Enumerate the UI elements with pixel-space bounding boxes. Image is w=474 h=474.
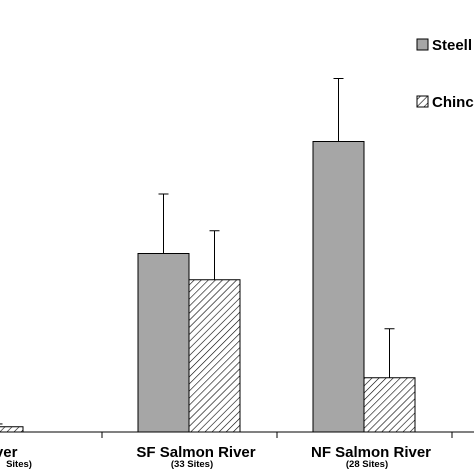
chart-marks <box>0 78 474 438</box>
category-label: d River <box>0 444 18 461</box>
bar-chinc-1 <box>188 279 241 433</box>
legend-swatch-chinc <box>416 95 429 108</box>
category-sublabel: (28 Sites) <box>346 459 388 470</box>
bar-chinc-0 <box>0 426 24 433</box>
legend: Steell Chinc <box>416 37 474 111</box>
category-sublabel: Sites) <box>6 459 32 470</box>
category-sublabel: (33 Sites) <box>171 459 213 470</box>
bar-chinc-2 <box>363 377 416 433</box>
bar-steell-2 <box>312 141 365 433</box>
legend-label: Chinc <box>432 94 474 111</box>
legend-label: Steell <box>432 37 472 54</box>
legend-swatch-steell <box>416 38 429 51</box>
category-labels: d RiverSites) SF Salmon River(33 Sites) NF… <box>0 444 431 470</box>
category-label: SF Salmon River <box>136 444 255 461</box>
bar-steell-1 <box>137 253 190 433</box>
category-label: NF Salmon River <box>311 444 431 461</box>
